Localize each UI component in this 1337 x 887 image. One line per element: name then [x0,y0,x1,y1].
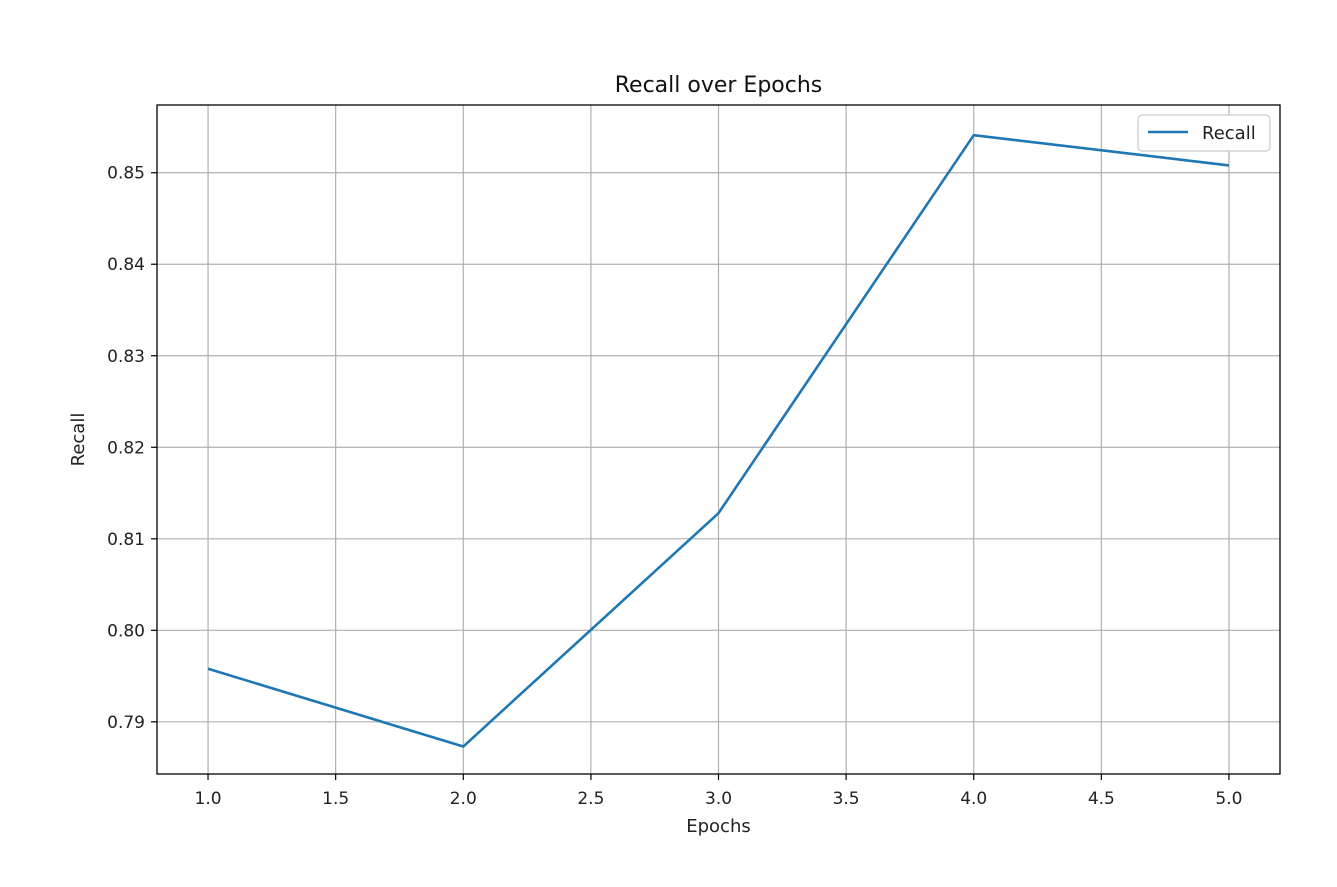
legend-box [1137,114,1271,152]
y-tick-label: 0.85 [107,164,145,184]
y-axis: 0.79 0.80 0.81 0.82 0.83 0.84 0.85 [107,164,157,733]
x-tick-label: 1.5 [322,789,349,809]
y-tick-label: 0.84 [107,255,145,275]
x-axis: 1.0 1.5 2.0 2.5 3.0 3.5 4.0 4.5 5.0 [195,774,1242,809]
x-tick-label: 3.0 [705,789,732,809]
x-tick-label: 5.0 [1215,789,1242,809]
x-tick-label: 2.0 [450,789,477,809]
x-tick-label: 2.5 [577,789,604,809]
series-line-recall [207,133,1230,748]
legend-label: Recall [1202,123,1256,144]
x-tick-label: 3.5 [833,789,860,809]
y-tick-label: 0.83 [107,347,145,367]
y-axis-label: Recall [68,413,89,467]
x-tick-label: 4.0 [960,789,987,809]
series-layer [207,133,1230,748]
y-tick-label: 0.79 [107,713,145,733]
x-tick-label: 4.5 [1088,789,1115,809]
y-tick-label: 0.82 [107,438,145,458]
grid [157,105,1280,774]
legend: Recall [1137,114,1271,152]
y-tick-label: 0.80 [107,621,145,641]
x-axis-label: Epochs [686,816,751,837]
y-tick-label: 0.81 [107,530,145,550]
x-tick-label: 1.0 [195,789,222,809]
chart-title: Recall over Epochs [615,73,823,98]
